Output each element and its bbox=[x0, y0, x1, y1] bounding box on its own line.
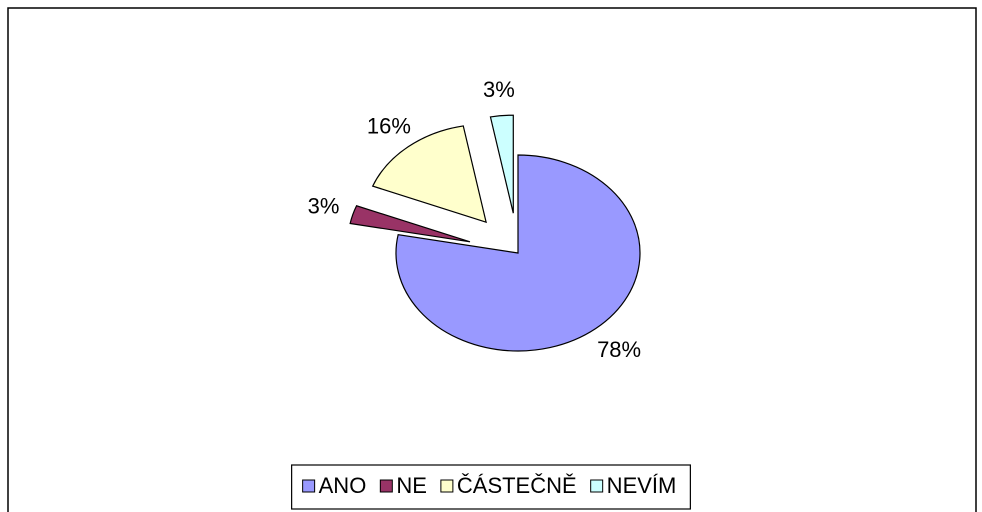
legend-swatch bbox=[590, 479, 604, 493]
legend: ANO NE ČÁSTEČNĚ NEVÍM bbox=[291, 464, 691, 510]
data-label: 78% bbox=[597, 337, 641, 362]
legend-label: ČÁSTEČNĚ bbox=[457, 473, 577, 498]
data-label: 3% bbox=[483, 77, 515, 102]
legend-label: NEVÍM bbox=[607, 473, 677, 498]
data-label: 16% bbox=[367, 114, 411, 139]
legend-label: NE bbox=[396, 473, 427, 498]
legend-label: ANO bbox=[319, 473, 367, 498]
pie-slice bbox=[489, 114, 514, 214]
legend-box bbox=[291, 464, 691, 510]
data-label: 3% bbox=[308, 193, 340, 218]
pie-slice bbox=[395, 154, 641, 352]
legend-swatch bbox=[302, 479, 316, 493]
pie-slice bbox=[349, 205, 471, 243]
legend-swatch bbox=[440, 479, 454, 493]
legend-swatch bbox=[379, 479, 393, 493]
pie-slice bbox=[371, 125, 487, 224]
